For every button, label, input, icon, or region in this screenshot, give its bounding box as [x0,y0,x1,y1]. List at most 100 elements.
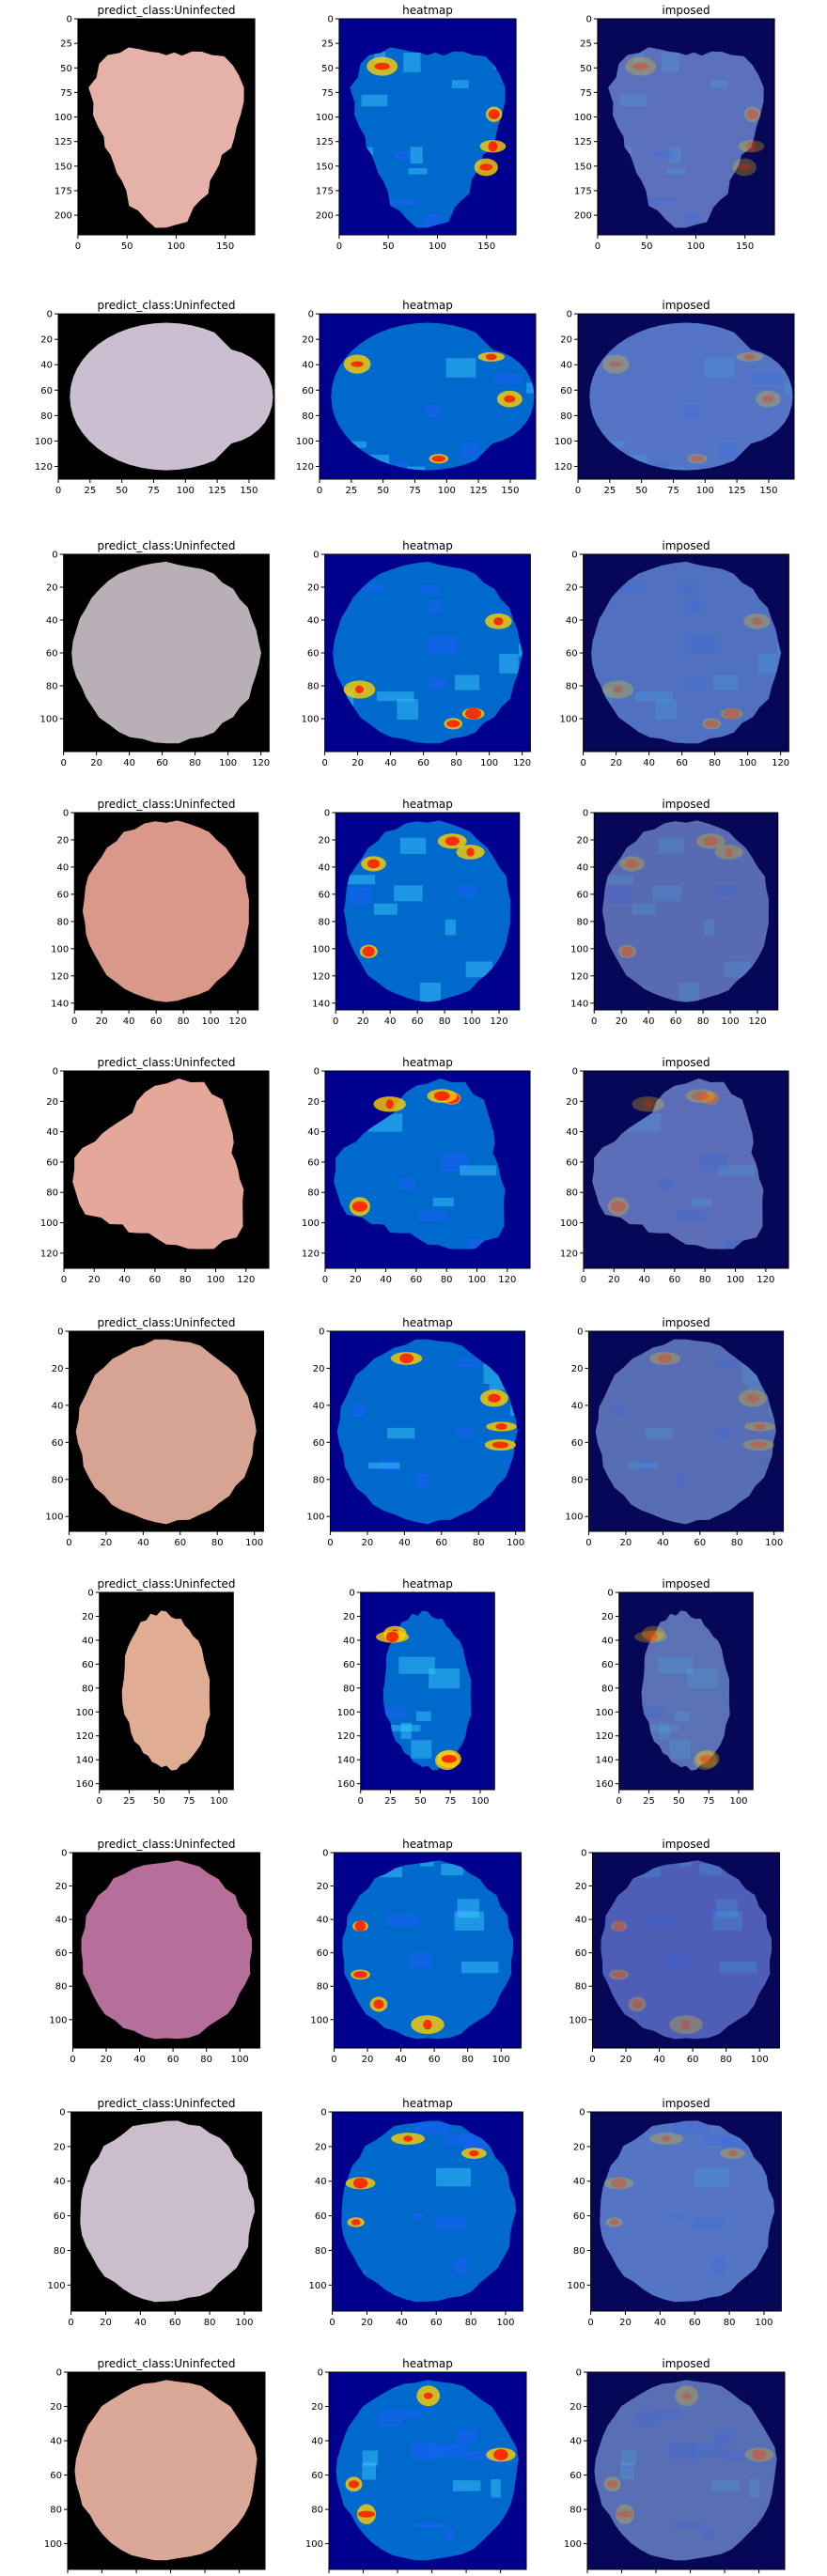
heatmap-hotspot-core [431,455,446,462]
heatmap-block [455,675,480,691]
heatmap-block [512,43,544,49]
x-tick-label: 50 [635,486,648,496]
heatmap-hotspot [742,1439,775,1451]
panel-original: predict_class:Uninfected 0 20 40 60 80 100 120 0… [40,1056,270,1285]
axes-frame [77,18,256,236]
blood-cell [70,322,273,471]
y-tick-label: 40 [52,1401,64,1411]
heatmap-block [636,2410,661,2427]
panel-imposed: imposed 0 50 100 150 0 25 50 75 100 125 150 175 200 [574,4,775,252]
y-tick-label: 140 [596,1756,614,1766]
x-tick-label: 0 [616,1796,622,1807]
heatmap-block [414,2522,446,2528]
x-tick-label: 100 [231,2055,249,2065]
x-tick-label: 0 [333,1016,338,1027]
panel-heatmap: heatmap 0 50 100 150 0 25 50 75 100 125 150 175 200 [316,4,544,252]
axes-frame [68,1330,265,1532]
panel-title: imposed [662,2357,710,2370]
y-tick-label: 40 [601,1636,614,1646]
figure-row: predict_class:Uninfected 0 25 50 75 100 0 20 40 6… [76,1577,754,1807]
panel-title: imposed [662,4,710,17]
heatmap-block [679,982,699,1002]
heatmap-block [714,2429,736,2444]
heatmap-cell-region [341,2120,517,2303]
y-tick-label: 20 [319,835,331,846]
y-tick-label: 20 [307,1097,320,1108]
y-tick-label: 0 [322,1849,328,1859]
heatmap-block [604,875,634,885]
heatmap-hotspot-core [738,163,752,171]
y-tick-label: 75 [580,88,592,99]
heatmap-block [718,1165,756,1176]
heatmap-block [362,2450,379,2466]
heatmap-block [393,151,416,161]
heatmap-block [687,1668,719,1689]
heatmap-block [632,51,645,63]
heatmap-hotspot [738,1389,767,1407]
y-tick-label: 175 [316,186,334,196]
heatmap-hotspot-core [727,2149,738,2157]
y-tick-label: 120 [296,462,314,473]
heatmap-block [651,151,675,161]
y-tick-label: 80 [54,2246,66,2257]
y-tick-label: 140 [337,1756,355,1766]
heatmap-hotspot [605,2217,623,2227]
x-tick-label: 100 [207,1275,225,1285]
heatmap-block [619,94,647,107]
x-tick-label: 75 [183,1796,195,1807]
heatmap-block [676,1210,706,1221]
panel-imposed: imposed 0 25 50 75 100 0 20 40 60 80 100 120 140 160 [596,1577,754,1807]
y-tick-label: 60 [571,1438,584,1449]
y-tick-label: 60 [566,1157,578,1168]
heatmap-block [457,1899,480,1918]
heatmap-block [668,147,681,164]
y-tick-label: 40 [313,1401,325,1411]
y-tick-label: 100 [306,1513,324,1523]
heatmap-hotspot-core [485,353,497,361]
y-tick-label: 0 [320,2108,326,2118]
heatmap-hotspot-core [699,1755,716,1763]
heatmap-hotspot [720,707,743,720]
heatmap-block [654,460,669,471]
x-tick-label: 80 [200,2055,212,2065]
heatmap-block [646,1427,674,1439]
x-tick-label: 120 [513,758,531,768]
heatmap-hotspot-core [354,685,364,694]
heatmap-hotspot-core [632,62,648,70]
y-tick-label: 60 [577,890,589,900]
axes-frame [360,1591,495,1791]
axes-frame [324,1070,531,1269]
heatmap-cell-region [333,561,523,744]
heatmap-block [712,1907,726,1917]
x-tick-label: 50 [641,241,653,252]
x-tick-label: 20 [90,758,102,768]
heatmap-background [578,314,794,479]
heatmap-hotspot [685,1089,716,1103]
y-tick-label: 125 [574,137,592,147]
heatmap-hotspot-core [611,2178,627,2189]
axes-frame [333,1852,523,2049]
heatmap-block [400,1722,412,1739]
x-tick-label: 40 [118,1275,131,1285]
heatmap-block [675,1473,687,1488]
axes-frame [71,1852,261,2049]
x-tick-label: 100 [507,1538,524,1548]
x-tick-label: 80 [699,1275,711,1285]
x-tick-label: 20 [362,2055,374,2065]
heatmap-block [493,373,523,385]
heatmap-block [699,1864,723,1876]
x-tick-label: 0 [575,486,581,496]
y-tick-label: 40 [307,1127,320,1138]
panel-title: predict_class:Uninfected [98,2357,236,2370]
heatmap-block [357,852,370,860]
x-tick-label: 20 [620,2055,632,2065]
heatmap-block [454,1907,467,1917]
y-tick-label: 25 [580,39,592,50]
heatmap-block [662,53,679,72]
heatmap-block [607,888,632,905]
heatmap-block [428,635,459,654]
x-tick-label: 100 [429,241,446,252]
heatmap-cell-region [601,1860,772,2040]
heatmap-hotspot-core [609,361,622,367]
y-tick-label: 100 [570,944,588,954]
